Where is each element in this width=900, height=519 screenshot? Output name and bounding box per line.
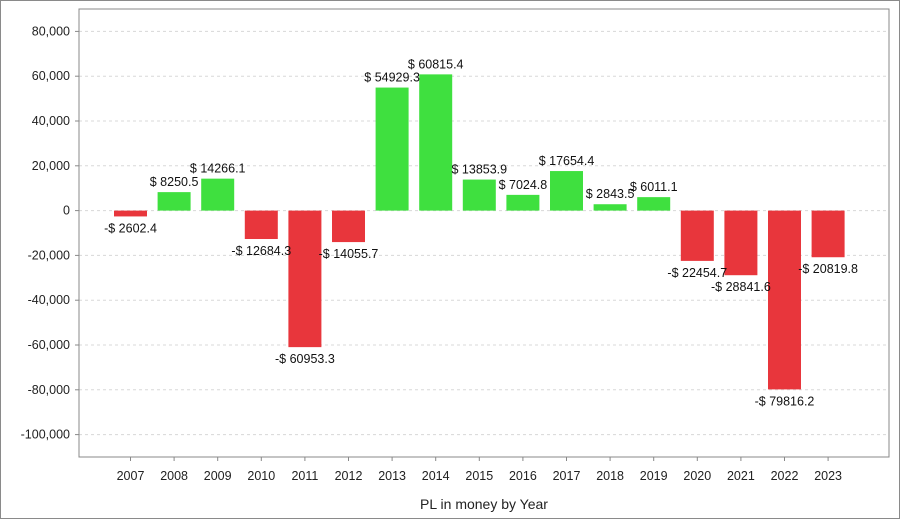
axes: 80,000 60,000 40,000 20,000 0 -20,000 -40,000 -… <box>21 8 890 483</box>
data-label: $ 54929.3 <box>364 71 420 85</box>
bar <box>114 210 147 217</box>
grid-lines <box>79 30 889 436</box>
data-label: $ 13853.9 <box>451 163 507 177</box>
x-tick-label: 2022 <box>771 469 799 483</box>
y-tick-label: -100,000 <box>21 428 70 442</box>
y-tick-label: -20,000 <box>28 248 70 262</box>
x-axis-title: PL in money by Year <box>420 496 548 512</box>
x-tick-label: 2016 <box>509 469 537 483</box>
y-tick-label: -60,000 <box>28 338 70 352</box>
x-tick-label: 2017 <box>553 469 581 483</box>
data-label: -$ 79816.2 <box>755 394 815 408</box>
bar <box>332 210 365 243</box>
bar <box>506 194 540 211</box>
bar <box>244 210 278 240</box>
data-labels: -$ 2602.4 $ 8250.5$ 14266.1 -$ 12684.3 -$ 6… <box>104 57 858 408</box>
data-label: $ 60815.4 <box>408 57 464 71</box>
x-tick-label: 2023 <box>814 469 842 483</box>
bar <box>768 210 801 390</box>
data-label: -$ 28841.6 <box>711 280 771 294</box>
bars <box>114 74 845 390</box>
plot-area-border <box>78 8 890 458</box>
y-tick-label: 0 <box>63 204 70 218</box>
y-tick-label: 60,000 <box>32 69 70 83</box>
data-label: -$ 14055.7 <box>319 247 379 261</box>
x-tick-label: 2011 <box>291 469 318 483</box>
y-tick-label: 40,000 <box>32 114 70 128</box>
y-tick-label: 20,000 <box>32 159 70 173</box>
bar <box>157 192 191 211</box>
x-tick-label: 2020 <box>683 469 711 483</box>
x-tick-label: 2009 <box>204 469 232 483</box>
x-tick-label: 2014 <box>422 469 450 483</box>
data-label: $ 8250.5 <box>150 175 199 189</box>
data-label: -$ 60953.3 <box>275 352 335 366</box>
x-tick-label: 2018 <box>596 469 624 483</box>
bar <box>637 197 671 211</box>
bar <box>288 210 322 348</box>
bar <box>680 210 714 261</box>
bar <box>724 210 758 276</box>
x-tick-label: 2010 <box>247 469 275 483</box>
bar <box>201 178 235 211</box>
x-tick-label: 2019 <box>640 469 668 483</box>
bar <box>375 87 409 211</box>
data-label: -$ 12684.3 <box>231 244 291 258</box>
bar <box>462 179 496 211</box>
data-label: -$ 20819.8 <box>798 262 858 276</box>
x-tick-label: 2012 <box>335 469 363 483</box>
y-tick-label: -40,000 <box>28 293 70 307</box>
data-label: $ 6011.1 <box>630 180 678 194</box>
x-tick-label: 2021 <box>727 469 755 483</box>
bar <box>593 204 627 211</box>
x-tick-label: 2013 <box>378 469 406 483</box>
bar <box>419 74 453 211</box>
data-label: -$ 22454.7 <box>667 266 727 280</box>
bar <box>550 171 583 211</box>
data-label: -$ 2602.4 <box>104 221 157 235</box>
data-label: $ 7024.8 <box>499 178 548 192</box>
data-label: $ 17654.4 <box>539 154 595 168</box>
x-tick-label: 2007 <box>117 469 145 483</box>
x-tick-label: 2008 <box>160 469 188 483</box>
data-label: $ 14266.1 <box>190 162 246 176</box>
y-tick-label: -80,000 <box>28 383 70 397</box>
data-label: $ 2843.5 <box>586 187 635 201</box>
x-tick-label: 2015 <box>465 469 493 483</box>
y-tick-label: 80,000 <box>32 24 70 38</box>
bar <box>811 210 845 258</box>
